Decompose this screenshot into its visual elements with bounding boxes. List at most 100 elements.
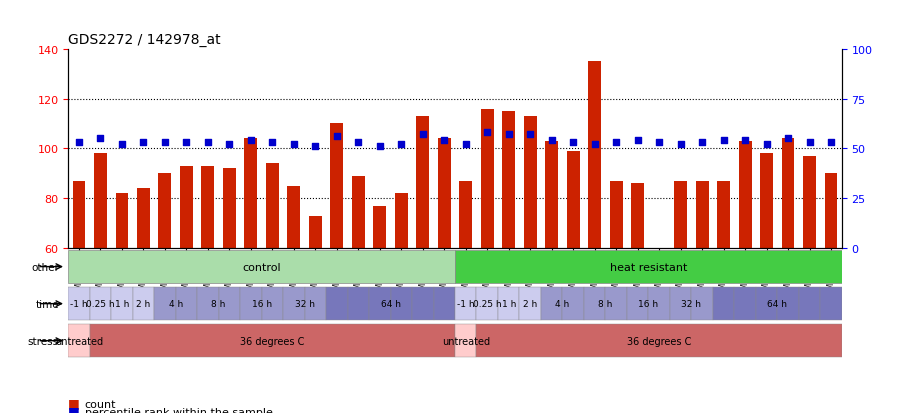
Point [759, 142, 774, 148]
Text: 1 h: 1 h [501, 299, 516, 309]
Text: 64 h: 64 h [767, 299, 787, 309]
Text: 8 h: 8 h [598, 299, 612, 309]
Bar [218, 287, 240, 320]
Bar [520, 287, 541, 320]
Text: 36 degrees C: 36 degrees C [240, 336, 305, 346]
Point [72, 140, 86, 146]
Point [416, 132, 430, 138]
Bar [695, 181, 709, 249]
Point [738, 138, 753, 145]
Bar [369, 287, 390, 320]
Point [222, 142, 237, 148]
Bar [545, 142, 558, 249]
Bar [692, 287, 713, 320]
Point [480, 130, 494, 136]
Text: untreated: untreated [55, 336, 103, 346]
Text: ■: ■ [68, 396, 80, 409]
Bar [111, 287, 133, 320]
Bar [154, 287, 176, 320]
Bar [502, 112, 515, 249]
Bar [116, 194, 128, 249]
Bar [455, 250, 842, 284]
Point [115, 142, 129, 148]
Point [351, 140, 366, 146]
Bar [632, 184, 644, 249]
Text: control: control [242, 262, 281, 272]
Text: percentile rank within the sample: percentile rank within the sample [85, 407, 272, 413]
Bar [713, 287, 734, 320]
Point [329, 134, 344, 140]
Bar [288, 186, 300, 249]
Bar [305, 287, 326, 320]
Text: -1 h: -1 h [457, 299, 474, 309]
Point [544, 138, 559, 145]
Point [523, 132, 538, 138]
Bar [412, 287, 433, 320]
Bar [648, 287, 670, 320]
Bar [627, 287, 648, 320]
Bar [158, 174, 171, 249]
Bar [739, 142, 752, 249]
Bar [799, 287, 820, 320]
Text: 0.25 h: 0.25 h [473, 299, 501, 309]
Bar [176, 287, 197, 320]
Point [695, 140, 710, 146]
Bar [480, 109, 493, 249]
Point [265, 140, 279, 146]
Bar [498, 287, 520, 320]
Text: ■: ■ [68, 404, 80, 413]
Bar [541, 287, 562, 320]
Point [587, 142, 602, 148]
Point [287, 142, 301, 148]
Bar [90, 287, 111, 320]
Bar [90, 324, 455, 358]
Bar [562, 287, 584, 320]
Point [179, 140, 194, 146]
Point [136, 140, 151, 146]
Bar [395, 194, 408, 249]
Text: -1 h: -1 h [70, 299, 87, 309]
Bar [180, 166, 193, 249]
Text: count: count [85, 399, 116, 409]
Bar [262, 287, 283, 320]
Bar [438, 139, 450, 249]
Bar [283, 287, 305, 320]
Point [394, 142, 409, 148]
Bar [782, 139, 794, 249]
Text: 16 h: 16 h [251, 299, 272, 309]
Bar [308, 216, 322, 249]
Bar [133, 287, 154, 320]
Text: 16 h: 16 h [638, 299, 659, 309]
Point [803, 140, 817, 146]
Bar [674, 181, 687, 249]
Bar [240, 287, 262, 320]
Point [631, 138, 645, 145]
Text: other: other [31, 262, 59, 272]
Bar [460, 181, 472, 249]
Bar [223, 169, 236, 249]
Point [501, 132, 516, 138]
Text: 4 h: 4 h [168, 299, 183, 309]
Text: 8 h: 8 h [211, 299, 226, 309]
Bar [94, 154, 107, 249]
Bar [756, 287, 777, 320]
Bar [455, 324, 477, 358]
Point [609, 140, 623, 146]
Bar [68, 324, 90, 358]
Bar [68, 287, 90, 320]
Point [93, 136, 107, 142]
Bar [588, 62, 602, 249]
Bar [760, 154, 773, 249]
Point [157, 140, 172, 146]
Bar [201, 166, 215, 249]
Bar [477, 287, 498, 320]
Text: heat resistant: heat resistant [610, 262, 687, 272]
Bar [584, 287, 605, 320]
Text: 36 degrees C: 36 degrees C [627, 336, 692, 346]
Point [459, 142, 473, 148]
Point [200, 140, 215, 146]
Bar [73, 181, 86, 249]
Point [566, 140, 581, 146]
Point [673, 142, 688, 148]
Bar [824, 174, 837, 249]
